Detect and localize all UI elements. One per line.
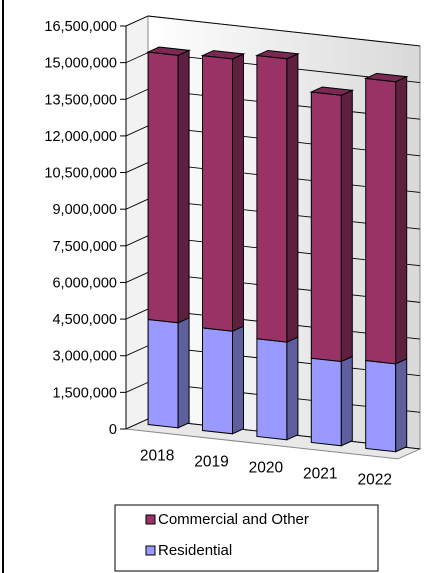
x-axis-category-labels: 2018 2019 2020 2021 2022 [140,448,392,489]
bar-2021-commercial-and-other-side [340,89,353,363]
bar-2018-commercial-and-other-side [177,49,190,324]
gridline-side [125,381,149,393]
side-wall [125,15,149,430]
bar-2020-commercial-and-other-side [286,52,299,343]
gridline [147,15,421,47]
bar-2022-commercial-and-other-top [363,72,409,83]
legend-swatch [145,545,156,556]
bar-2018-residential [147,318,179,429]
bar-2019-commercial-and-other-top [200,50,246,60]
gridline-side [125,162,149,173]
x-category-label: 2022 [357,471,391,488]
gridline-side [125,15,149,27]
x-category-label: 2020 [249,459,284,476]
gridline-side [125,198,149,210]
y-tick-label: 0 [109,422,117,438]
y-tick-label: 3,000,000 [52,349,117,365]
gridline-side [125,272,149,283]
bar-series [146,46,409,453]
y-tick-label: 7,500,000 [52,239,117,255]
y-tick-label: 10,500,000 [44,166,117,182]
gridline-side [125,88,149,100]
bar-2018-commercial-and-other [147,51,179,324]
bar-2022-commercial-and-other-side [395,75,408,365]
gridline-side [125,418,149,430]
bar-2021-residential-side [340,355,353,447]
y-tick-label: 12,000,000 [44,129,117,145]
x-category-label: 2021 [303,465,337,482]
legend-label: Commercial and Other [158,511,309,528]
x-category-label: 2019 [194,453,228,470]
y-tick-label: 1,500,000 [52,385,117,401]
y-tick-label: 15,000,000 [44,56,117,72]
gridline-side [125,345,149,357]
bar-2019-commercial-and-other [202,55,233,332]
bar-2022-residential-side [395,358,408,453]
gridline-side [125,308,149,320]
gridline-side [125,52,149,64]
y-tick-label: 9,000,000 [52,202,117,218]
y-tick-label: 13,500,000 [44,92,117,108]
bar-2022-commercial-and-other [365,77,397,365]
y-tick-label: 6,000,000 [52,275,117,291]
bar-2018-residential-side [177,317,190,429]
gridline-side [125,235,149,247]
y-axis-tick-labels: 0 1,500,000 3,000,000 4,500,000 6,000,000 7,5… [44,19,117,438]
bar-2020-residential-side [286,336,299,441]
bar-2020-commercial-and-other-top [255,49,300,60]
legend-box [114,504,379,572]
bar-2020-residential [256,338,288,441]
y-tick-label: 16,500,000 [44,19,117,35]
legend-label: Residential [158,542,232,559]
y-tick-label: 4,500,000 [52,312,117,328]
bar-2021-commercial-and-other-top [309,86,355,96]
bar-2019-residential-side [232,325,244,435]
bar-2018-commercial-and-other-top [146,46,191,56]
bar-2022-residential [365,359,397,453]
bar-2019-residential [202,327,233,435]
bar-2021-residential [310,357,342,447]
legend-swatch [145,514,156,525]
gridline-side [125,125,149,137]
bar-2021-commercial-and-other [310,91,342,363]
legend: Commercial and Other Residential [114,504,379,572]
bar-2019-commercial-and-other-side [232,53,244,332]
x-category-label: 2018 [140,448,174,465]
bar-2020-commercial-and-other [256,54,288,343]
